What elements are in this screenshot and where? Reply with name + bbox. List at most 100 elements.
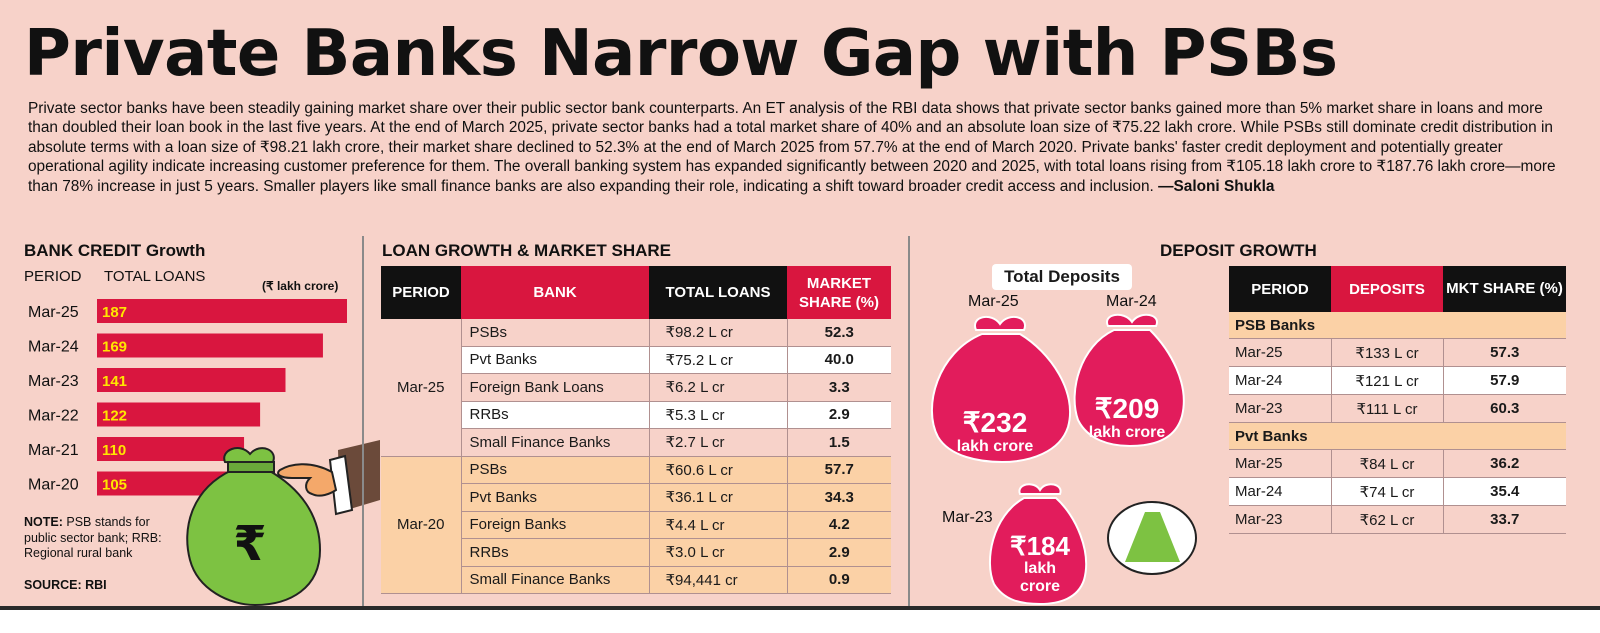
period-cell: Mar-23 [1229,505,1331,534]
share-cell: 40.0 [786,346,891,374]
page-title: Private Banks Narrow Gap with PSBs [24,17,1338,91]
share-cell: 2.9 [786,401,891,429]
share-cell: 52.3 [786,319,891,347]
bar-category-label: Mar-22 [28,408,79,425]
period-cell: Mar-20 [381,456,461,594]
bank-credit-title: BANK CREDIT Growth [24,241,206,260]
table-row: Mar-24 ₹74 L cr 35.4 [1229,477,1566,506]
table-row: Mar-24 ₹121 L cr 57.9 [1229,366,1566,395]
bank-cell: Pvt Banks [460,483,649,512]
deposit-table-header: PERIOD DEPOSITS MKT SHARE (%) [1229,266,1566,312]
share-cell: 57.3 [1442,338,1566,367]
deposit-table: PERIOD DEPOSITS MKT SHARE (%) PSB Banks … [1229,266,1566,534]
bar-value-label: 122 [102,408,127,425]
header-total-loans: TOTAL LOANS [649,266,787,319]
header-period: PERIOD [1229,266,1331,312]
table-row: Mar-23 ₹111 L cr 60.3 [1229,394,1566,423]
bag-period-mar24: Mar-24 [1106,293,1157,310]
bottom-margin [0,610,1600,633]
loan-cell: ₹75.2 L cr [648,346,787,374]
divider-right [908,236,910,608]
bar [97,299,347,323]
bar-category-label: Mar-25 [28,304,79,321]
bank-cell: Foreign Bank Loans [460,373,649,402]
svg-text:₹: ₹ [233,516,266,572]
header-bank: BANK [461,266,649,319]
loan-cell: ₹60.6 L cr [648,456,787,484]
deposit-cell: ₹133 L cr [1330,338,1443,367]
bag-period-mar23: Mar-23 [942,509,993,526]
table-row: Mar-20 PSBs ₹60.6 L cr 57.7 [381,456,891,594]
table-row: Pvt Banks ₹36.1 L cr 34.3 [381,483,891,512]
bank-cell: Foreign Banks [460,511,649,539]
divider-left [362,236,364,608]
unit-label: (₹ lakh crore) [262,279,339,293]
bag-period-mar25: Mar-25 [968,293,1019,310]
bank-cell: Small Finance Banks [460,428,649,457]
table-row: Mar-25 ₹84 L cr 36.2 [1229,449,1566,478]
deposit-cell: ₹84 L cr [1330,449,1443,478]
note-body: PSB stands for public sector bank; RRB: … [24,515,162,560]
speech-bubble-icon [1107,501,1197,575]
share-cell: 35.4 [1442,477,1566,506]
deposit-cell: ₹62 L cr [1330,505,1443,534]
loan-cell: ₹98.2 L cr [648,319,787,347]
bag-amount-mar25: ₹232 lakh crore [935,408,1055,456]
bar-category-label: Mar-24 [28,339,79,356]
bank-cell: PSBs [460,319,649,347]
loan-cell: ₹5.3 L cr [648,401,787,429]
source-text: SOURCE: RBI [24,578,107,592]
deposit-bags-illustration [930,313,1197,606]
bar-category-label: Mar-20 [28,477,79,494]
table-row: Small Finance Banks ₹94,441 cr 0.9 [381,566,891,594]
loan-cell: ₹4.4 L cr [648,511,787,539]
col-period-label: PERIOD [24,268,82,285]
col-total-loans-label: TOTAL LOANS [104,268,206,285]
share-cell: 2.9 [786,538,891,567]
bag-amount: ₹184 [1010,531,1070,561]
loan-cell: ₹2.7 L cr [648,428,787,457]
bank-cell: Small Finance Banks [460,566,649,594]
bottom-rule [0,606,1600,610]
share-cell: 57.9 [1442,366,1566,395]
period-cell: Mar-24 [1229,477,1331,506]
bag-amount: ₹232 [962,407,1028,438]
share-cell: 36.2 [1442,449,1566,478]
deposit-title: DEPOSIT GROWTH [1160,241,1317,260]
share-cell: 1.5 [786,428,891,457]
period-cell: Mar-25 [1229,449,1331,478]
deposit-cell: ₹74 L cr [1330,477,1443,506]
period-cell: Mar-25 [381,319,461,457]
bag-amount: ₹209 [1094,393,1160,424]
loan-table-title: LOAN GROWTH & MARKET SHARE [382,241,671,260]
table-row: Pvt Banks ₹75.2 L cr 40.0 [381,346,891,374]
group-row: PSB Banks [1229,312,1566,339]
bar-value-label: 110 [102,442,126,459]
bag-amount-mar23: ₹184 lakh crore [1000,532,1080,596]
top-strip [0,0,1600,12]
share-cell: 4.2 [786,511,891,539]
loan-growth-table: PERIOD BANK TOTAL LOANS MARKET SHARE (%)… [381,266,891,594]
bag-unit: lakh crore [956,438,1034,455]
share-cell: 60.3 [1442,394,1566,423]
group-label-psb: PSB Banks [1229,312,1566,339]
loan-cell: ₹3.0 L cr [648,538,787,567]
note-label: NOTE: [24,515,63,529]
header-mkt-share: MKT SHARE (%) [1443,266,1566,312]
group-label-pvt: Pvt Banks [1229,422,1566,450]
share-cell: 34.3 [786,483,891,512]
bag-unit: lakh crore [1019,560,1061,595]
bar-value-label: 141 [102,373,127,390]
table-row: Small Finance Banks ₹2.7 L cr 1.5 [381,428,891,457]
bar-category-label: Mar-21 [28,442,79,459]
share-cell: 57.7 [786,456,891,484]
bar [97,437,245,461]
loan-table-header: PERIOD BANK TOTAL LOANS MARKET SHARE (%) [381,266,891,319]
bar-value-label: 105 [102,477,127,494]
table-row: RRBs ₹5.3 L cr 2.9 [381,401,891,429]
bar-value-label: 187 [102,304,127,321]
loan-cell: ₹36.1 L cr [648,483,787,512]
deposit-cell: ₹111 L cr [1330,394,1443,423]
total-deposits-label: Total Deposits [992,264,1132,290]
bank-cell: Pvt Banks [460,346,649,374]
